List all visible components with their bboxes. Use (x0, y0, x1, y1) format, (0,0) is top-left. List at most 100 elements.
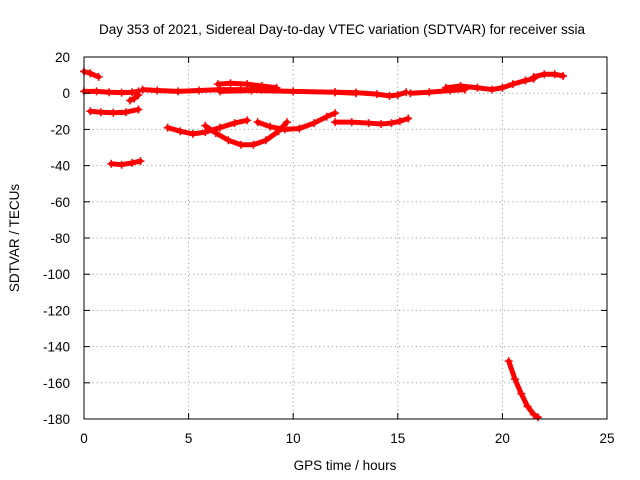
data-point (163, 123, 172, 132)
series-line (531, 71, 566, 80)
data-point (280, 125, 289, 134)
data-point (310, 119, 319, 128)
data-point (393, 91, 402, 100)
data-point (121, 108, 130, 117)
y-tick-label: -40 (50, 159, 70, 174)
data-point (128, 158, 137, 167)
x-tick-label: 20 (495, 431, 510, 446)
y-tick-label: 0 (62, 86, 70, 101)
data-point (385, 91, 394, 100)
data-point (236, 140, 245, 149)
data-point (364, 119, 373, 128)
data-point (134, 91, 143, 100)
data-point (117, 88, 126, 97)
data-point (540, 70, 549, 79)
data-point (128, 88, 137, 97)
y-tick-label: 20 (55, 50, 70, 65)
x-tick-label: 15 (390, 431, 405, 446)
data-point (174, 87, 183, 96)
series-line (108, 158, 143, 168)
series-arc-15 (253, 109, 340, 134)
series-arc-04 (126, 91, 143, 105)
data-point (94, 72, 103, 81)
data-point (533, 413, 542, 422)
y-tick-label: -180 (43, 412, 70, 427)
data-point (521, 76, 530, 85)
data-point (550, 70, 559, 79)
data-point (404, 114, 413, 123)
data-point (130, 94, 139, 103)
data-point (211, 129, 220, 138)
data-point (92, 87, 101, 96)
data-point (322, 112, 331, 121)
data-point (215, 87, 224, 96)
data-point (247, 86, 256, 95)
data-point (441, 83, 450, 92)
y-tick-label: -120 (43, 303, 70, 318)
series-arc-13 (163, 116, 252, 138)
data-point (425, 88, 434, 97)
data-series (80, 67, 568, 422)
axis-ticks (83, 56, 608, 420)
data-point (213, 80, 222, 89)
x-tick-label: 10 (286, 431, 301, 446)
series-line (407, 87, 468, 96)
data-point (529, 72, 538, 81)
data-point (215, 123, 224, 132)
data-point (504, 357, 513, 366)
data-point (266, 122, 275, 131)
data-point (243, 116, 252, 125)
y-tick-label: -160 (43, 376, 70, 391)
data-point (487, 85, 496, 94)
data-point (331, 118, 340, 127)
series-arc-17 (504, 357, 542, 422)
x-axis-label: GPS time / hours (294, 458, 397, 473)
data-point (372, 90, 381, 99)
y-axis-label: SDTVAR / TECUs (7, 184, 22, 293)
series-arc-03 (86, 105, 143, 117)
data-point (289, 87, 298, 96)
series-arc-12 (529, 70, 568, 81)
x-tick-label: 5 (185, 431, 193, 446)
series-arc-07 (213, 79, 281, 92)
data-point (195, 86, 204, 95)
data-point (559, 72, 568, 81)
data-point (395, 117, 404, 126)
series-arc-10 (406, 85, 469, 98)
data-point (153, 86, 162, 95)
data-point (105, 88, 114, 97)
data-point (86, 69, 95, 78)
data-point (510, 375, 519, 384)
data-point (253, 118, 262, 127)
y-tick-label: -80 (50, 231, 70, 246)
data-point (224, 136, 233, 145)
data-point (109, 108, 118, 117)
data-point (86, 107, 95, 116)
y-tick-label: -60 (50, 195, 70, 210)
data-point (351, 88, 360, 97)
data-point (387, 119, 396, 128)
data-point (134, 105, 143, 114)
data-point (230, 119, 239, 128)
chart-title: Day 353 of 2021, Sidereal Day-to-day VTE… (99, 22, 585, 37)
data-point (188, 129, 197, 138)
data-point (295, 124, 304, 133)
series-arc-05 (107, 157, 145, 169)
data-point (138, 85, 147, 94)
data-point (282, 118, 291, 127)
data-point (473, 83, 482, 92)
data-point (201, 121, 210, 130)
data-point (377, 119, 386, 128)
data-point (107, 159, 116, 168)
data-point (176, 127, 185, 136)
data-point (243, 80, 252, 89)
data-point (331, 88, 340, 97)
data-point (498, 83, 507, 92)
data-point (523, 402, 532, 411)
series-line (202, 119, 290, 148)
data-point (529, 410, 538, 419)
y-tick-label: -140 (43, 340, 70, 355)
data-point (126, 96, 135, 105)
x-tick-label: 25 (599, 431, 614, 446)
